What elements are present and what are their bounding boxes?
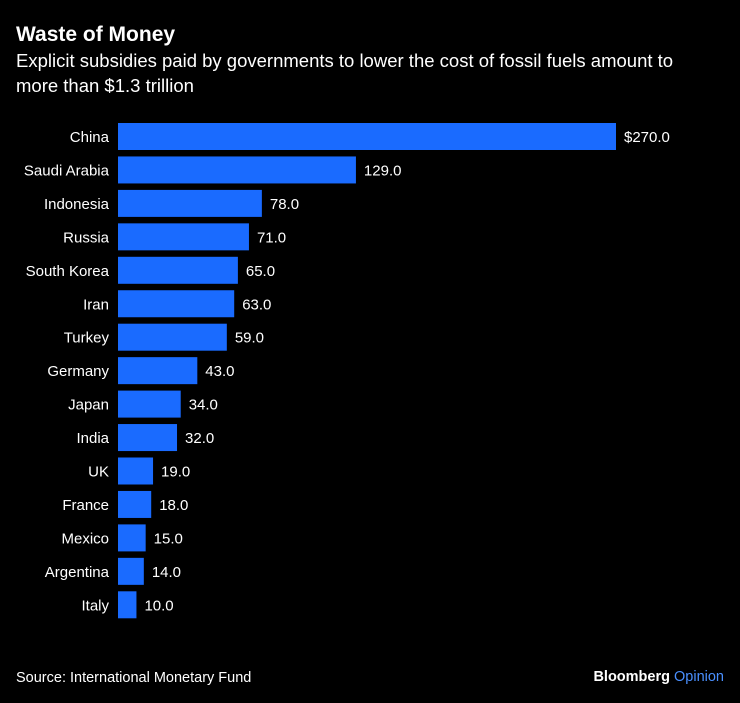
value-label: 71.0	[257, 229, 286, 246]
bar-south-korea	[118, 256, 238, 284]
bar-iran	[118, 290, 235, 318]
category-label: Germany	[47, 363, 109, 380]
value-label: 78.0	[270, 196, 299, 213]
chart-subtitle: Explicit subsidies paid by governments t…	[16, 50, 674, 96]
bar-italy	[118, 591, 137, 619]
bar-russia	[118, 223, 249, 251]
category-label: Turkey	[64, 330, 110, 347]
value-label: 18.0	[159, 497, 188, 514]
category-label: Iran	[83, 296, 109, 313]
bar-china	[118, 123, 616, 150]
brand-logo: Bloomberg Opinion	[593, 669, 724, 685]
value-label: 59.0	[235, 330, 264, 347]
category-label: Argentina	[45, 564, 110, 581]
category-label: Indonesia	[44, 196, 110, 213]
source-note: Source: International Monetary Fund	[16, 670, 252, 686]
category-label: India	[76, 430, 109, 447]
value-label: 19.0	[161, 464, 190, 481]
category-label: South Korea	[26, 263, 110, 280]
bar-mexico	[118, 524, 146, 552]
bar-india	[118, 424, 178, 452]
category-label: China	[70, 129, 110, 146]
value-label: 10.0	[144, 597, 173, 614]
category-label: Saudi Arabia	[24, 162, 110, 179]
brand-secondary: Opinion	[674, 669, 724, 685]
category-label: Japan	[68, 397, 109, 414]
category-label: Italy	[81, 597, 109, 614]
value-label: 15.0	[154, 530, 183, 547]
brand-main: Bloomberg	[593, 669, 670, 685]
bar-turkey	[118, 323, 227, 351]
bar-germany	[118, 357, 198, 385]
value-label: 32.0	[185, 430, 214, 447]
value-label: 129.0	[364, 162, 402, 179]
category-label: France	[62, 497, 109, 514]
category-label: UK	[88, 464, 109, 481]
category-label: Mexico	[61, 530, 109, 547]
bar-indonesia	[118, 189, 262, 217]
value-label: $270.0	[624, 129, 670, 146]
value-label: 43.0	[205, 363, 234, 380]
value-label: 14.0	[152, 564, 181, 581]
bar-france	[118, 490, 152, 518]
bar-uk	[118, 457, 154, 485]
value-label: 63.0	[242, 296, 271, 313]
value-label: 65.0	[246, 263, 275, 280]
category-label: Russia	[63, 229, 110, 246]
value-label: 34.0	[189, 397, 218, 414]
chart-title: Waste of Money	[16, 23, 176, 46]
bar-japan	[118, 390, 181, 418]
bar-saudi-arabia	[118, 156, 356, 184]
bar-argentina	[118, 557, 144, 585]
bar-chart: China $270.0 Saudi Arabia 129.0 Indonesia 78.…	[24, 123, 670, 619]
